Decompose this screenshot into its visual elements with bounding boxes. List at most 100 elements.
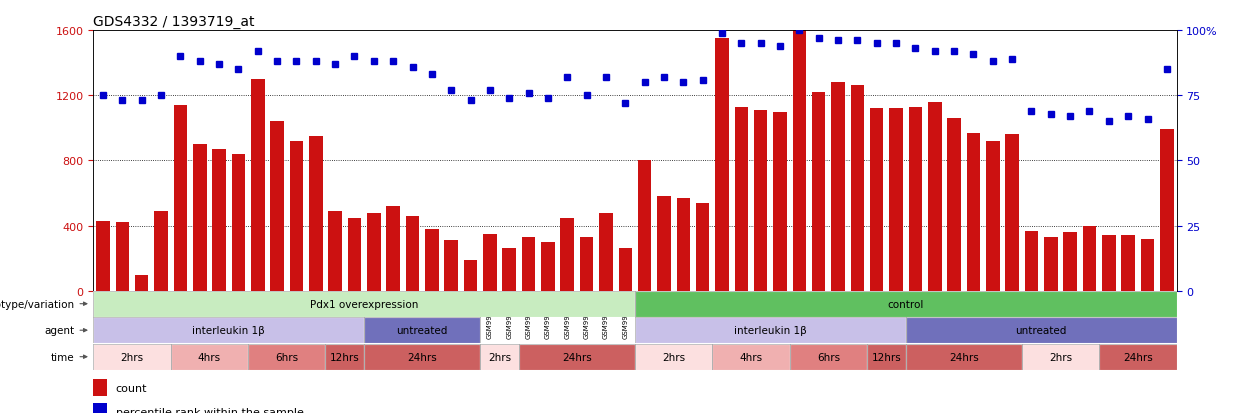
Bar [542,242,555,291]
Bar [251,80,264,291]
Bar [1102,236,1116,291]
Bar [696,203,710,291]
Bar [406,216,420,291]
Bar [248,344,325,370]
Bar [850,86,864,291]
Bar [93,379,107,396]
Text: 24hrs: 24hrs [949,352,979,362]
Text: 24hrs: 24hrs [407,352,437,362]
Bar [325,344,364,370]
Bar [1140,239,1154,291]
Bar [966,133,980,291]
Bar [635,318,906,343]
Bar [789,344,867,370]
Bar [928,102,941,291]
Bar [1122,236,1135,291]
Text: GDS4332 / 1393719_at: GDS4332 / 1393719_at [93,14,255,28]
Bar [96,221,110,291]
Text: 2hrs: 2hrs [488,352,512,362]
Bar [735,107,748,291]
Text: agent: agent [45,325,75,335]
Bar [213,150,225,291]
Bar [386,206,400,291]
Text: time: time [51,352,75,362]
Bar [93,344,171,370]
Text: untreated: untreated [396,325,448,335]
Bar [1099,344,1177,370]
Bar [560,218,574,291]
Bar [580,237,594,291]
Bar [599,213,613,291]
Text: 2hrs: 2hrs [121,352,143,362]
Text: interleukin 1β: interleukin 1β [735,325,807,335]
Bar [364,344,481,370]
Bar [425,229,438,291]
Bar [906,344,1022,370]
Bar [522,237,535,291]
Bar [676,199,690,291]
Bar [712,344,789,370]
Bar [793,31,806,291]
Text: 2hrs: 2hrs [662,352,685,362]
Text: untreated: untreated [1016,325,1067,335]
Text: genotype/variation: genotype/variation [0,299,75,309]
Bar [232,154,245,291]
Text: 24hrs: 24hrs [561,352,591,362]
Bar [889,109,903,291]
Bar [832,83,845,291]
Bar [754,111,767,291]
Text: 12hrs: 12hrs [872,352,901,362]
Bar [444,241,458,291]
Bar [637,161,651,291]
Bar [193,145,207,291]
Bar [134,275,148,291]
Bar [481,344,519,370]
Bar [154,211,168,291]
Bar [715,39,728,291]
Bar [309,137,322,291]
Text: 4hrs: 4hrs [740,352,763,362]
Bar [116,223,129,291]
Bar [986,142,1000,291]
Bar [1022,344,1099,370]
Bar [364,318,481,343]
Text: 6hrs: 6hrs [275,352,299,362]
Bar [93,318,364,343]
Bar [1063,233,1077,291]
Bar [1006,135,1018,291]
Text: 12hrs: 12hrs [330,352,360,362]
Bar [1083,226,1097,291]
Bar [635,344,712,370]
Text: control: control [888,299,924,309]
Bar [347,218,361,291]
Bar [173,106,187,291]
Text: percentile rank within the sample: percentile rank within the sample [116,408,304,413]
Bar [290,142,304,291]
Bar [906,318,1177,343]
Bar [812,93,825,291]
Text: 24hrs: 24hrs [1123,352,1153,362]
Bar [367,213,381,291]
Bar [519,344,635,370]
Text: Pdx1 overexpression: Pdx1 overexpression [310,299,418,309]
Text: 2hrs: 2hrs [1048,352,1072,362]
Bar [947,119,961,291]
Bar [773,112,787,291]
Bar [503,249,515,291]
Text: count: count [116,383,147,393]
Bar [1160,130,1174,291]
Text: 6hrs: 6hrs [817,352,840,362]
Bar [1025,231,1038,291]
Bar [909,107,923,291]
Bar [171,344,248,370]
Bar [483,234,497,291]
Text: 4hrs: 4hrs [198,352,222,362]
Bar [870,109,884,291]
Bar [464,260,477,291]
Bar [619,249,632,291]
Bar [635,291,1177,317]
Bar [867,344,906,370]
Bar [657,197,671,291]
Bar [93,291,635,317]
Bar [1045,237,1057,291]
